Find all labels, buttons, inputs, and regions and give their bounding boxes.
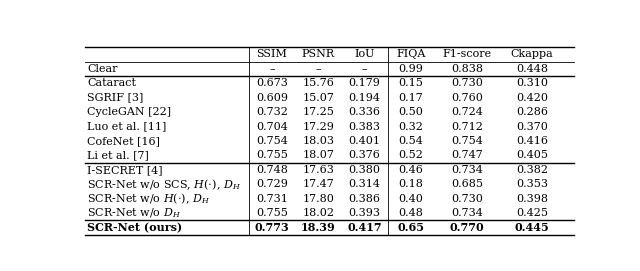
Text: SCR-Net w/o SCS, $H(\cdot)$, $D_H$: SCR-Net w/o SCS, $H(\cdot)$, $D_H$ [88,177,241,192]
Text: –: – [362,64,367,74]
Text: 0.99: 0.99 [399,64,424,74]
Text: 0.15: 0.15 [399,78,424,88]
Text: 17.47: 17.47 [302,179,334,189]
Text: 0.54: 0.54 [399,136,424,146]
Text: 0.732: 0.732 [256,107,288,117]
Text: 0.40: 0.40 [399,194,424,204]
Text: 0.730: 0.730 [451,194,483,204]
Text: 0.310: 0.310 [516,78,548,88]
Text: F1-score: F1-score [443,49,492,59]
Text: 0.52: 0.52 [399,150,424,160]
Text: Cataract: Cataract [88,78,136,88]
Text: 0.286: 0.286 [516,107,548,117]
Text: 0.445: 0.445 [515,222,549,233]
Text: 0.712: 0.712 [451,122,483,132]
Text: 0.731: 0.731 [256,194,288,204]
Text: 0.17: 0.17 [399,93,424,103]
Text: Ckappa: Ckappa [511,49,554,59]
Text: CycleGAN [22]: CycleGAN [22] [88,107,172,117]
Text: 0.755: 0.755 [256,150,288,160]
Text: 0.417: 0.417 [348,222,382,233]
Text: 0.32: 0.32 [399,122,424,132]
Text: 0.747: 0.747 [451,150,483,160]
Text: PSNR: PSNR [301,49,335,59]
Text: 0.748: 0.748 [256,165,288,175]
Text: 0.65: 0.65 [397,222,424,233]
Text: 0.405: 0.405 [516,150,548,160]
Text: Luo et al. [11]: Luo et al. [11] [88,122,167,132]
Text: 0.194: 0.194 [349,93,381,103]
Text: 0.755: 0.755 [256,208,288,218]
Text: SCR-Net (ours): SCR-Net (ours) [88,222,182,233]
Text: 0.416: 0.416 [516,136,548,146]
Text: 0.380: 0.380 [349,165,381,175]
Text: 0.734: 0.734 [451,165,483,175]
Text: 18.07: 18.07 [302,150,334,160]
Text: 0.314: 0.314 [349,179,381,189]
Text: 0.398: 0.398 [516,194,548,204]
Text: 0.425: 0.425 [516,208,548,218]
Text: 0.401: 0.401 [349,136,381,146]
Text: 0.760: 0.760 [451,93,483,103]
Text: SCR-Net w/o $D_H$: SCR-Net w/o $D_H$ [88,207,181,220]
Text: –: – [269,64,275,74]
Text: 17.25: 17.25 [302,107,334,117]
Text: 0.609: 0.609 [256,93,288,103]
Text: 0.420: 0.420 [516,93,548,103]
Text: 15.07: 15.07 [302,93,334,103]
Text: 0.18: 0.18 [399,179,424,189]
Text: 0.704: 0.704 [256,122,288,132]
Text: SSIM: SSIM [257,49,287,59]
Text: 0.734: 0.734 [451,208,483,218]
Text: FIQA: FIQA [396,49,426,59]
Text: 0.393: 0.393 [349,208,381,218]
Text: 0.382: 0.382 [516,165,548,175]
Text: 0.838: 0.838 [451,64,483,74]
Text: 0.724: 0.724 [451,107,483,117]
Text: 0.383: 0.383 [349,122,381,132]
Text: –: – [316,64,321,74]
Text: 0.46: 0.46 [399,165,424,175]
Text: Clear: Clear [88,64,118,74]
Text: 0.353: 0.353 [516,179,548,189]
Text: 18.03: 18.03 [302,136,334,146]
Text: 0.773: 0.773 [255,222,289,233]
Text: 0.48: 0.48 [399,208,424,218]
Text: 15.76: 15.76 [302,78,334,88]
Text: 18.02: 18.02 [302,208,334,218]
Text: 17.80: 17.80 [302,194,334,204]
Text: CofeNet [16]: CofeNet [16] [88,136,161,146]
Text: Li et al. [7]: Li et al. [7] [88,150,149,160]
Text: SGRIF [3]: SGRIF [3] [88,93,144,103]
Text: 0.729: 0.729 [256,179,288,189]
Text: IoU: IoU [355,49,375,59]
Text: 0.685: 0.685 [451,179,483,189]
Text: 0.370: 0.370 [516,122,548,132]
Text: 0.386: 0.386 [349,194,381,204]
Text: 0.754: 0.754 [451,136,483,146]
Text: 0.730: 0.730 [451,78,483,88]
Text: 0.448: 0.448 [516,64,548,74]
Text: 17.63: 17.63 [302,165,334,175]
Text: 17.29: 17.29 [302,122,334,132]
Text: 0.754: 0.754 [256,136,288,146]
Text: I-SECRET [4]: I-SECRET [4] [88,165,163,175]
Text: 0.50: 0.50 [399,107,424,117]
Text: 0.376: 0.376 [349,150,381,160]
Text: SCR-Net w/o $H(\cdot)$, $D_H$: SCR-Net w/o $H(\cdot)$, $D_H$ [88,192,211,206]
Text: 0.336: 0.336 [349,107,381,117]
Text: 18.39: 18.39 [301,222,335,233]
Text: 0.770: 0.770 [450,222,484,233]
Text: 0.673: 0.673 [256,78,288,88]
Text: 0.179: 0.179 [349,78,381,88]
